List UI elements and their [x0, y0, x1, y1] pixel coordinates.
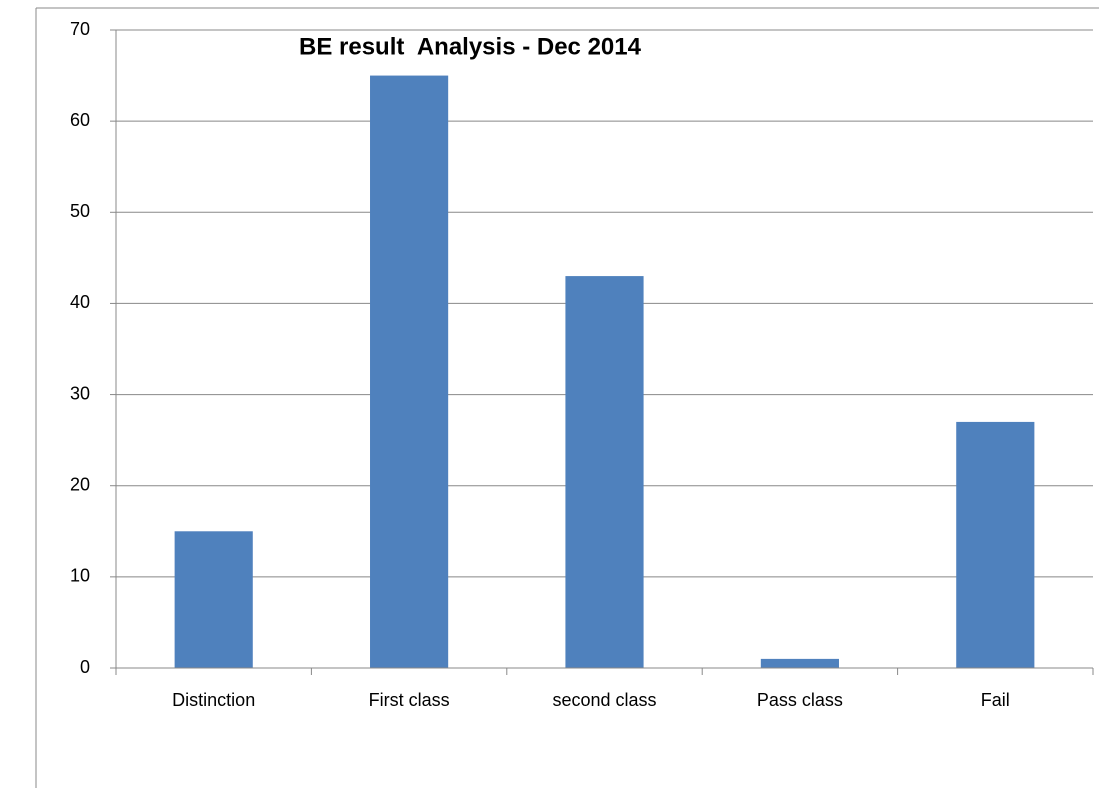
y-tick-label: 50	[70, 201, 90, 221]
bar	[565, 276, 644, 668]
x-tick-label: First class	[369, 690, 450, 710]
y-tick-label: 40	[70, 292, 90, 312]
y-tick-label: 70	[70, 19, 90, 39]
y-tick-label: 0	[80, 657, 90, 677]
x-tick-label: Distinction	[172, 690, 255, 710]
y-tick-label: 60	[70, 110, 90, 130]
bar	[370, 75, 449, 669]
y-tick-label: 20	[70, 474, 90, 494]
chart-title: BE result Analysis - Dec 2014	[299, 33, 642, 60]
x-tick-label: Fail	[981, 690, 1010, 710]
y-tick-label: 30	[70, 383, 90, 403]
y-tick-label: 10	[70, 566, 90, 586]
bar	[174, 531, 253, 668]
bar	[760, 658, 839, 668]
x-tick-label: Pass class	[757, 690, 843, 710]
bar	[956, 421, 1035, 668]
x-tick-label: second class	[552, 690, 656, 710]
